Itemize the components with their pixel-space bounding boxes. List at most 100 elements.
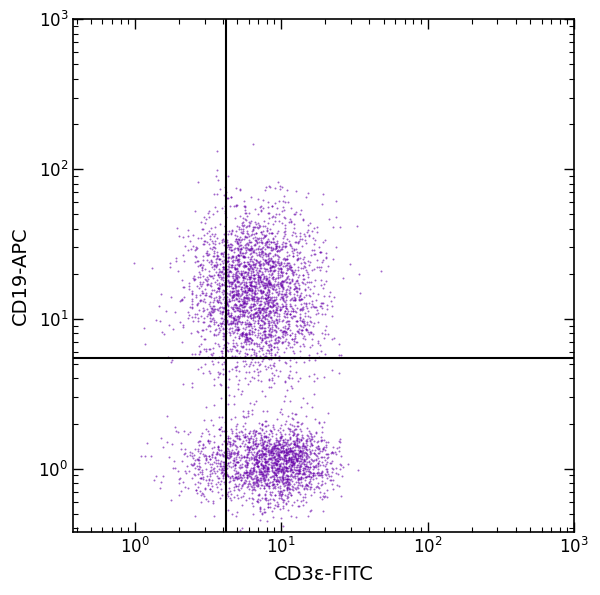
Point <box>275 447 284 456</box>
Point <box>218 461 228 470</box>
Point <box>242 211 252 221</box>
Point <box>264 306 274 315</box>
Point <box>284 461 293 471</box>
Point <box>302 192 311 201</box>
Point <box>208 486 217 496</box>
Point <box>292 468 301 478</box>
Point <box>257 452 266 462</box>
Point <box>318 443 328 453</box>
Point <box>259 263 268 273</box>
Point <box>286 295 295 305</box>
Point <box>280 238 289 248</box>
Point <box>294 271 304 280</box>
Point <box>250 313 260 322</box>
Point <box>227 262 237 271</box>
Point <box>255 296 265 306</box>
Point <box>233 200 242 209</box>
Point <box>236 282 246 292</box>
Point <box>256 460 266 469</box>
Point <box>299 440 308 449</box>
Point <box>241 239 251 249</box>
Point <box>272 453 282 463</box>
Point <box>193 456 203 465</box>
Point <box>262 242 272 251</box>
Point <box>302 317 312 327</box>
Point <box>207 308 217 317</box>
Point <box>238 249 247 258</box>
Point <box>263 242 272 252</box>
Point <box>230 461 239 470</box>
Point <box>230 461 239 470</box>
Point <box>254 428 263 437</box>
Point <box>283 484 292 493</box>
Point <box>287 454 297 464</box>
Point <box>232 428 241 438</box>
Point <box>257 471 267 481</box>
Point <box>263 234 272 244</box>
Point <box>286 461 296 470</box>
Point <box>260 452 269 461</box>
Point <box>281 464 290 473</box>
Point <box>302 480 312 490</box>
Point <box>288 306 298 316</box>
Point <box>240 298 250 308</box>
Point <box>265 295 275 304</box>
Point <box>266 328 276 337</box>
Point <box>199 472 208 482</box>
Point <box>295 290 304 299</box>
Point <box>278 435 288 444</box>
Point <box>235 317 244 326</box>
Point <box>280 437 290 447</box>
Point <box>269 495 279 505</box>
Point <box>233 311 242 321</box>
Point <box>256 332 265 342</box>
Point <box>293 265 303 274</box>
Point <box>264 285 274 295</box>
Point <box>273 454 283 464</box>
Point <box>219 331 229 341</box>
Point <box>274 209 284 219</box>
Point <box>286 309 295 318</box>
Point <box>242 467 252 477</box>
Point <box>249 399 259 409</box>
Point <box>226 229 236 239</box>
Point <box>292 337 301 347</box>
Point <box>295 347 304 356</box>
Point <box>263 259 272 269</box>
Point <box>247 284 257 294</box>
Point <box>255 474 265 483</box>
Point <box>289 414 298 424</box>
Point <box>280 462 290 472</box>
Point <box>254 367 263 377</box>
Point <box>253 428 263 438</box>
Point <box>268 202 277 211</box>
Point <box>273 264 283 273</box>
Point <box>331 447 340 457</box>
Point <box>235 311 245 321</box>
Point <box>285 287 295 297</box>
Point <box>224 281 233 291</box>
Point <box>214 450 224 459</box>
Point <box>214 284 223 293</box>
Point <box>301 231 310 241</box>
Point <box>206 349 216 358</box>
Point <box>234 259 244 268</box>
Point <box>262 265 272 274</box>
Point <box>217 359 227 368</box>
Point <box>289 461 299 470</box>
Point <box>292 465 301 475</box>
Point <box>332 443 342 452</box>
Point <box>198 256 208 265</box>
Point <box>231 466 241 476</box>
Point <box>265 498 275 508</box>
Y-axis label: CD19-APC: CD19-APC <box>11 226 30 325</box>
Point <box>234 349 244 358</box>
Point <box>221 295 231 305</box>
Point <box>224 267 234 277</box>
Point <box>267 320 277 329</box>
Point <box>173 266 183 275</box>
Point <box>252 298 262 308</box>
Point <box>239 303 249 312</box>
Point <box>206 462 215 472</box>
Point <box>287 243 296 252</box>
